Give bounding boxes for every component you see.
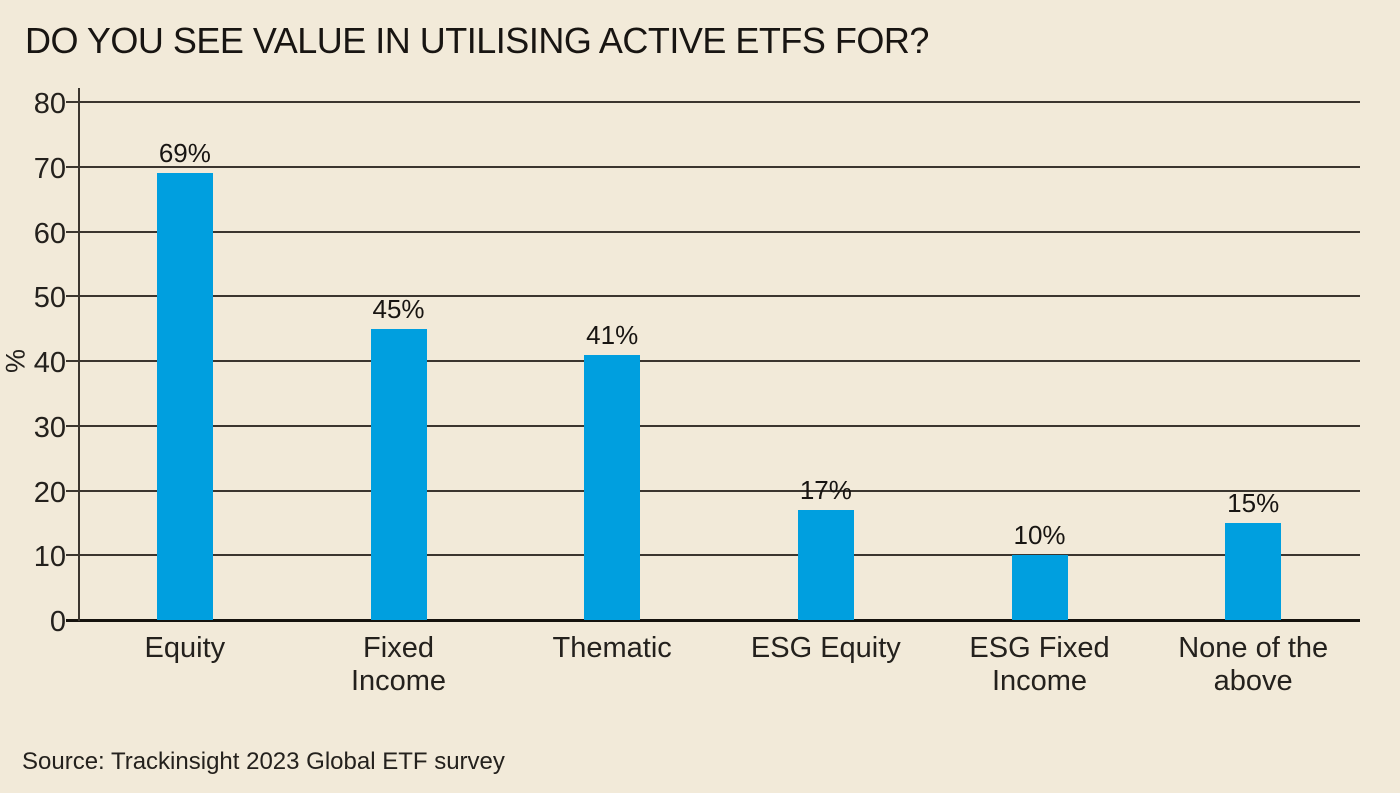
category-label: ESG Fixed Income <box>969 632 1110 698</box>
bars-layer: 69% 45% 41% 17% 10% 15% <box>78 102 1360 620</box>
bar-slot: 69% <box>78 102 292 620</box>
y-tick-label-20: 20 <box>33 476 66 509</box>
bar-value-label: 69% <box>158 138 211 169</box>
y-axis-line <box>78 88 80 621</box>
plot-area: 0 10 20 30 40 50 60 70 80 69% 45% 41% 17% 10% 15% <box>34 88 1360 637</box>
category-label: Equity <box>144 632 226 664</box>
bar-value-label: 17% <box>799 474 852 505</box>
bar-value-label: 45% <box>372 293 425 324</box>
bar <box>584 354 641 620</box>
category-slot: ESG Equity <box>719 632 933 699</box>
bar <box>1225 522 1282 620</box>
bar-slot: 17% <box>719 102 933 620</box>
chart-title: DO YOU SEE VALUE IN UTILISING ACTIVE ETF… <box>25 20 929 61</box>
y-tick-label-30: 30 <box>33 411 66 444</box>
bar-value-label: 41% <box>586 319 639 350</box>
y-tick-label-50: 50 <box>33 282 66 315</box>
bar-value-label: 10% <box>1013 520 1066 551</box>
gridline-70 <box>66 165 1360 168</box>
y-tick-label-40: 40 <box>33 347 66 379</box>
y-tick-label-0: 0 <box>49 606 66 638</box>
bar-slot: 41% <box>505 102 719 620</box>
gridline-80 <box>66 101 1360 103</box>
gridline-20 <box>66 489 1360 492</box>
y-tick-label-70: 70 <box>33 152 66 185</box>
gridline-10 <box>66 554 1360 557</box>
category-slot: Thematic <box>505 632 719 699</box>
gridline-30 <box>66 424 1360 427</box>
source-attribution: Source: Trackinsight 2023 Global ETF sur… <box>22 748 505 775</box>
category-label: ESG Equity <box>750 632 901 664</box>
gridline-0 <box>66 619 1360 622</box>
x-axis-labels: Equity Fixed Income Thematic ESG Equity ESG … <box>78 632 1360 699</box>
y-tick-label-10: 10 <box>33 541 66 574</box>
bar <box>370 328 427 620</box>
category-label: None of the above <box>1178 632 1329 698</box>
category-label: Thematic <box>552 632 672 664</box>
category-slot: Equity <box>78 632 292 699</box>
bar <box>797 509 854 620</box>
y-tick-label-60: 60 <box>33 217 66 250</box>
bar-slot: 10% <box>933 102 1147 620</box>
bar-slot: 45% <box>292 102 506 620</box>
gridline-60 <box>66 230 1360 233</box>
category-slot: None of the above <box>1146 632 1360 699</box>
bar <box>1011 555 1068 620</box>
category-slot: ESG Fixed Income <box>933 632 1147 699</box>
bar <box>156 173 213 620</box>
gridline-50 <box>66 295 1360 298</box>
category-label: Fixed Income <box>350 632 447 698</box>
y-axis-title: % <box>0 348 31 374</box>
category-slot: Fixed Income <box>292 632 506 699</box>
y-tick-label-80: 80 <box>33 88 66 120</box>
bar-value-label: 15% <box>1227 487 1280 518</box>
bar-slot: 15% <box>1146 102 1360 620</box>
gridline-40 <box>66 360 1360 362</box>
